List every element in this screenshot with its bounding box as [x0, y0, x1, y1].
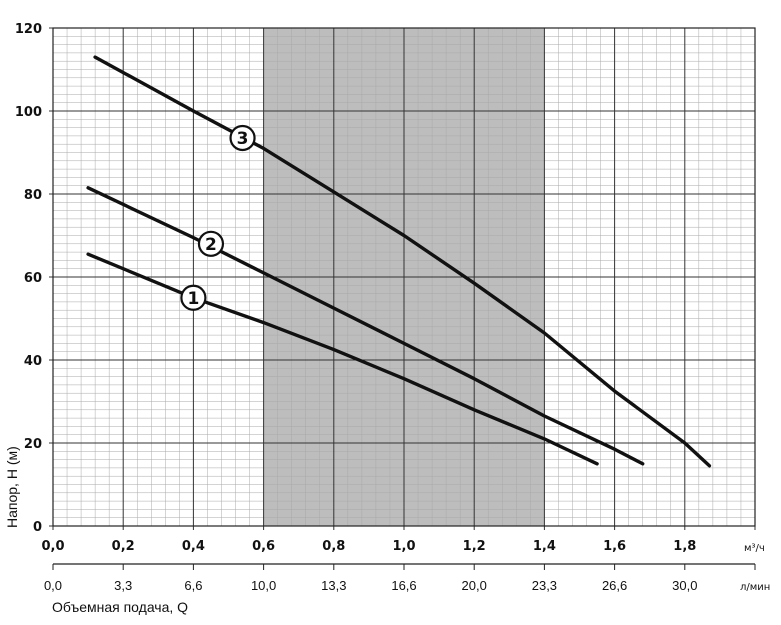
x2-tick-label: 23,3	[532, 578, 557, 593]
plot-frame	[52, 27, 756, 527]
x2-tick-label: 16,6	[391, 578, 416, 593]
x2-tick-labels: 0,0 3,3 6,6 10,0 13,3 16,6 20,0 23,3 26,6 30,0	[44, 564, 756, 593]
x2-tick-label: 13,3	[321, 578, 346, 593]
y-axis-title: Напор, Н (м)	[4, 446, 20, 528]
curve-label-layer: 1 2 3	[180, 124, 256, 311]
curve-label-2: 2	[205, 235, 217, 255]
x-tick-label: 1,4	[533, 539, 556, 554]
curve-label-circle	[180, 284, 207, 311]
x-tick-label: 1,2	[463, 539, 486, 554]
y-tick-label: 60	[24, 271, 42, 286]
x-axis-title: Объемная подача, Q	[52, 599, 188, 615]
x-tick-label: 0,4	[182, 539, 205, 554]
x-tick-label: 1,6	[603, 539, 626, 554]
x-tick-label: 0,6	[252, 539, 275, 554]
series-line-3	[93, 55, 712, 468]
x2-axis-unit: л/мин	[740, 582, 770, 593]
curve-label-circle	[229, 124, 256, 152]
x2-tick-label: 6,6	[184, 578, 202, 593]
x-axis-unit: м³/ч	[744, 543, 765, 554]
x-tick-label: 1,0	[392, 539, 415, 554]
major-grid	[49, 27, 756, 530]
curve-label-circle	[197, 230, 225, 257]
y-tick-labels: 0 20 40 60 80 100 120	[15, 22, 42, 535]
x-tick-labels: 0,0 0,2 0,4 0,6 0,8 1,0 1,2 1,4 1,6 1,8	[41, 539, 696, 554]
curve-label-1: 1	[187, 289, 199, 309]
x2-tick-label: 0,0	[44, 578, 62, 593]
x2-tick-label: 20,0	[462, 578, 487, 593]
y-tick-label: 100	[15, 105, 42, 120]
x2-tick-label: 10,0	[251, 578, 276, 593]
x-tick-label: 0,0	[41, 539, 64, 554]
y-tick-label: 80	[24, 188, 42, 203]
curve-label-3: 3	[237, 129, 249, 149]
x-tick-label: 0,2	[112, 539, 135, 554]
x-tick-label: 1,8	[673, 539, 696, 554]
y-tick-label: 120	[15, 22, 42, 37]
x2-tick-label: 30,0	[672, 578, 697, 593]
y-tick-label: 20	[24, 437, 42, 452]
x2-tick-label: 3,3	[114, 578, 132, 593]
x-tick-label: 0,8	[322, 539, 345, 554]
y-tick-label: 0	[33, 520, 42, 535]
y-tick-label: 40	[24, 354, 42, 369]
x2-tick-label: 26,6	[602, 578, 627, 593]
